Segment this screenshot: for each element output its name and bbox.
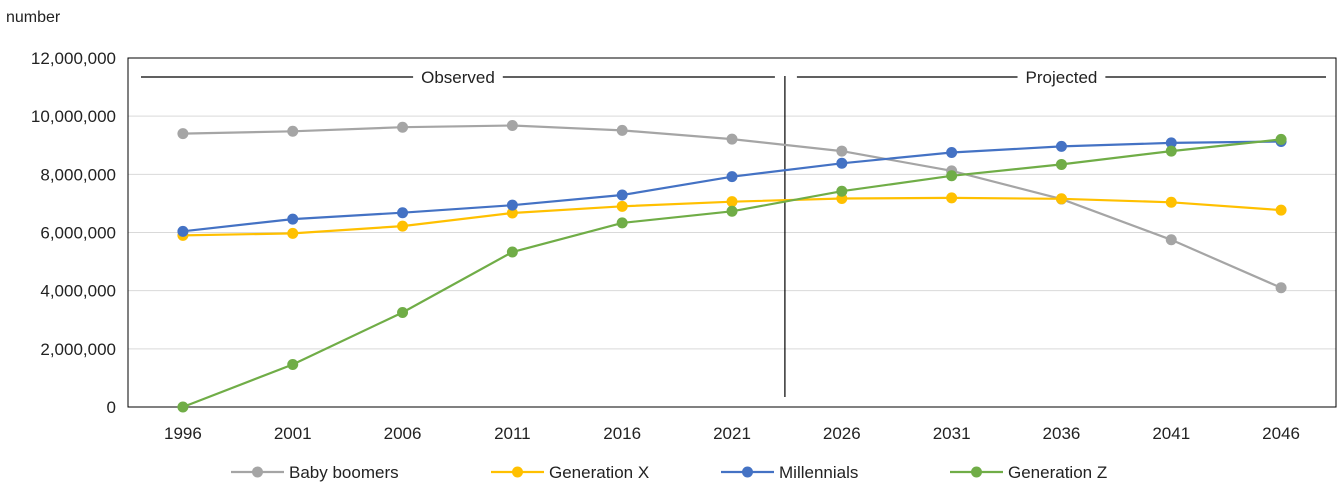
data-point xyxy=(1165,234,1177,246)
y-tick-label: 6,000,000 xyxy=(40,224,116,243)
x-tick-label: 2026 xyxy=(823,424,861,443)
data-point xyxy=(506,119,518,131)
data-point xyxy=(1275,133,1287,145)
data-point xyxy=(506,199,518,211)
legend-item: Baby boomers xyxy=(231,463,399,482)
legend-item: Generation Z xyxy=(950,463,1107,482)
x-tick-label: 2046 xyxy=(1262,424,1300,443)
data-point xyxy=(177,401,189,413)
y-tick-label: 2,000,000 xyxy=(40,340,116,359)
legend-swatch-marker xyxy=(742,466,753,478)
data-point xyxy=(616,124,628,136)
x-tick-label: 2001 xyxy=(274,424,312,443)
data-point xyxy=(397,121,409,133)
data-point xyxy=(1165,137,1177,149)
y-axis-ticks: 0 2,000,000 4,000,000 6,000,000 8,000,000 10,… xyxy=(31,49,116,417)
legend: Baby boomers Generation X Millennials Gener… xyxy=(231,463,1107,482)
legend-swatch-marker xyxy=(252,466,263,478)
legend-swatch-marker xyxy=(971,466,982,478)
data-point xyxy=(506,246,518,258)
data-point xyxy=(946,192,958,204)
x-tick-label: 1996 xyxy=(164,424,202,443)
data-point xyxy=(1055,158,1067,170)
data-point xyxy=(177,225,189,237)
data-point xyxy=(616,200,628,212)
legend-label: Generation Z xyxy=(1008,463,1107,482)
data-point xyxy=(1275,204,1287,216)
y-tick-label: 10,000,000 xyxy=(31,107,116,126)
legend-item: Generation X xyxy=(491,463,649,482)
data-point xyxy=(1275,282,1287,294)
data-point xyxy=(836,157,848,169)
region-label: Observed xyxy=(421,68,495,87)
region-label: Projected xyxy=(1026,68,1098,87)
data-point xyxy=(726,196,738,208)
legend-swatch-marker xyxy=(512,466,523,478)
data-point xyxy=(177,128,189,140)
legend-label: Millennials xyxy=(779,463,858,482)
data-point xyxy=(397,220,409,232)
data-point xyxy=(287,213,299,225)
y-tick-label: 4,000,000 xyxy=(40,282,116,301)
region-markers: Observed Projected xyxy=(141,68,1326,397)
data-point xyxy=(616,217,628,229)
series-line xyxy=(182,140,1282,233)
plot-frame xyxy=(127,57,1337,408)
data-point xyxy=(946,170,958,182)
y-axis-unit-label: number xyxy=(6,9,61,26)
x-tick-label: 2016 xyxy=(603,424,641,443)
x-tick-label: 2021 xyxy=(713,424,751,443)
data-point xyxy=(616,189,628,201)
data-point xyxy=(1055,140,1067,152)
data-point xyxy=(1055,193,1067,205)
data-point xyxy=(287,125,299,137)
data-point xyxy=(726,171,738,183)
series-layer xyxy=(177,119,1287,413)
x-tick-label: 2011 xyxy=(494,424,531,443)
x-tick-label: 2031 xyxy=(933,424,971,443)
series-generation-z xyxy=(177,133,1287,413)
data-point xyxy=(1165,145,1177,157)
legend-label: Generation X xyxy=(549,463,649,482)
data-point xyxy=(397,306,409,318)
data-point xyxy=(1165,196,1177,208)
data-point xyxy=(946,147,958,159)
legend-item: Millennials xyxy=(721,463,858,482)
y-tick-label: 12,000,000 xyxy=(31,49,116,68)
x-tick-label: 2036 xyxy=(1043,424,1081,443)
legend-label: Baby boomers xyxy=(289,463,399,482)
gridlines xyxy=(127,57,1337,408)
x-tick-label: 2041 xyxy=(1152,424,1190,443)
x-tick-label: 2006 xyxy=(384,424,422,443)
data-point xyxy=(287,359,299,371)
data-point xyxy=(726,205,738,217)
y-tick-label: 0 xyxy=(107,398,116,417)
data-point xyxy=(397,207,409,219)
x-axis-ticks: 1996 2001 2006 2011 2016 2021 2026 2031 2036 2041… xyxy=(164,424,1300,443)
data-point xyxy=(506,207,518,219)
data-point xyxy=(726,133,738,145)
y-tick-label: 8,000,000 xyxy=(40,165,116,184)
data-point xyxy=(836,185,848,197)
data-point xyxy=(836,145,848,157)
data-point xyxy=(287,227,299,239)
